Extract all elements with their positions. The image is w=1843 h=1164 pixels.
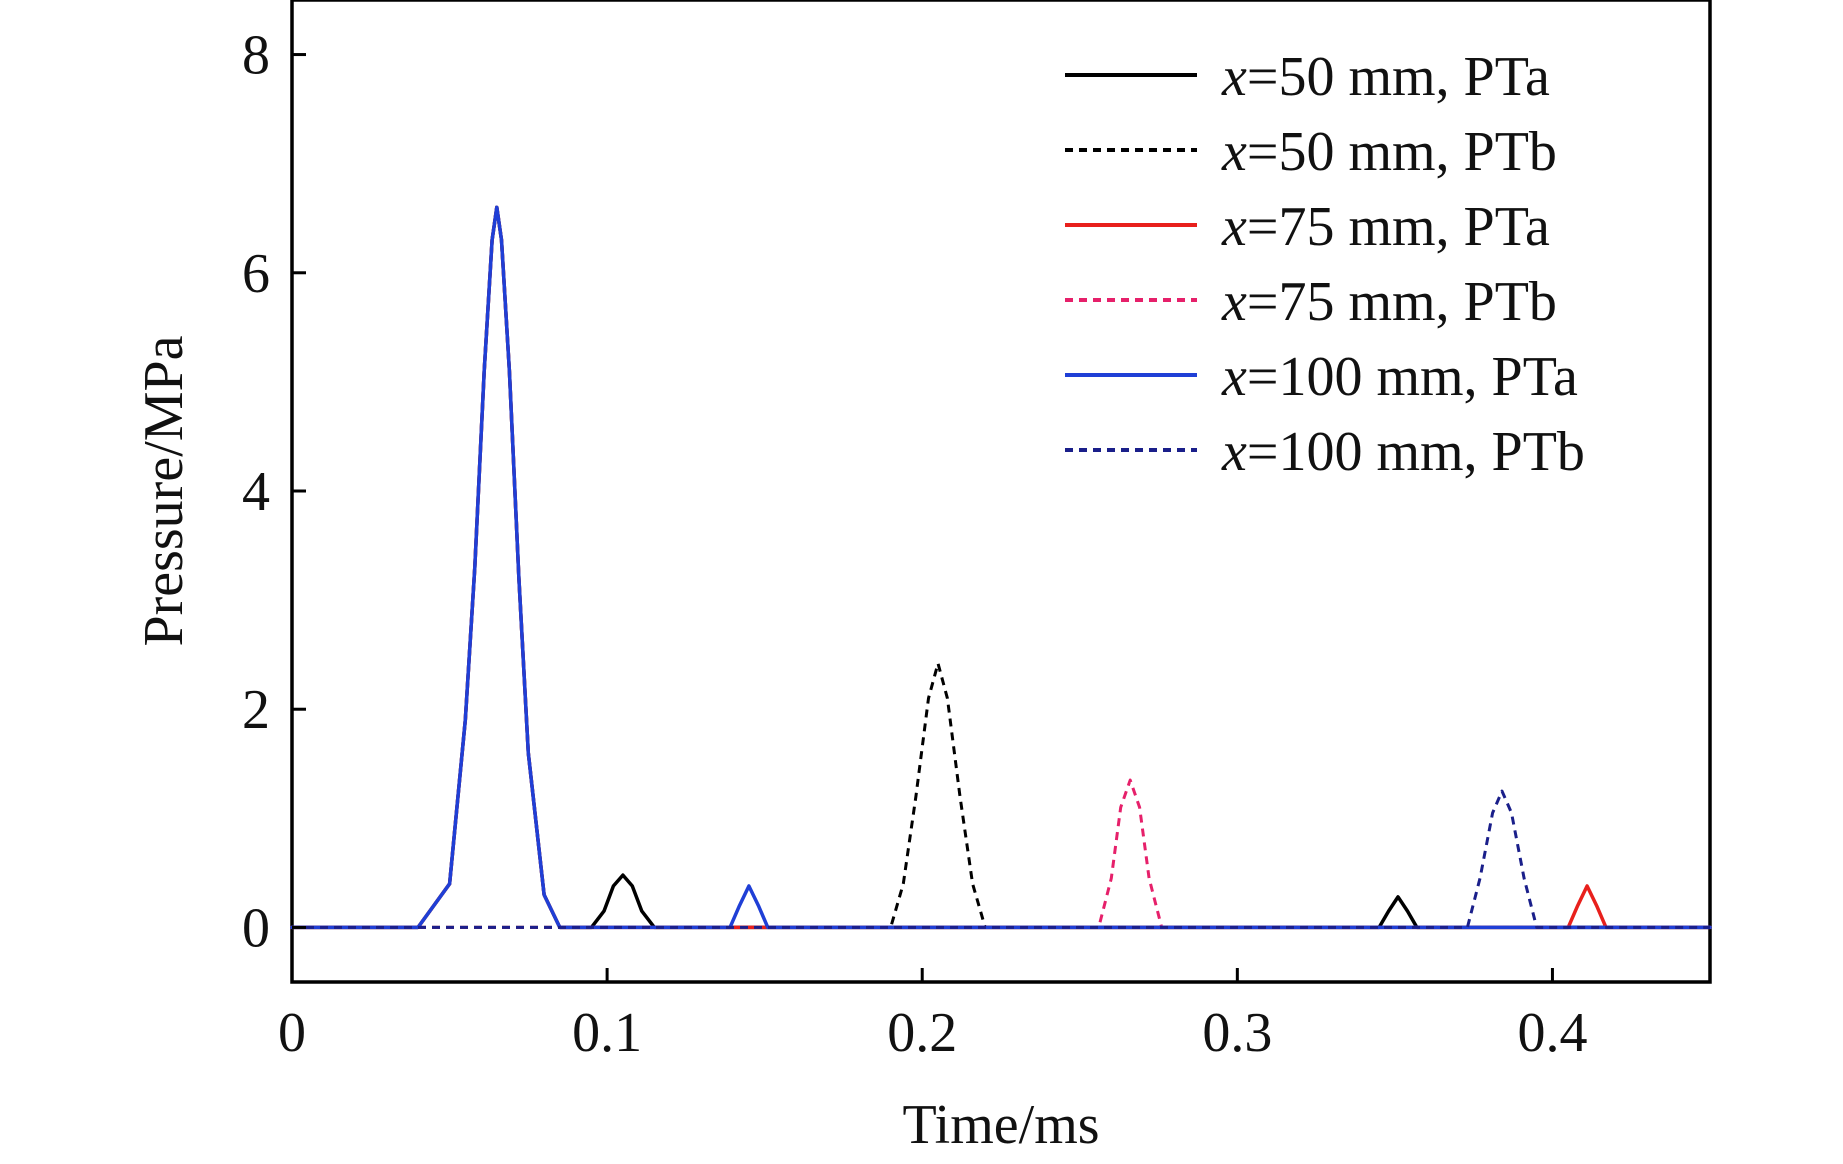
series-line-5 bbox=[290, 205, 1712, 930]
x-axis-label: Time/ms bbox=[902, 1094, 1099, 1156]
y-tick-label: 2 bbox=[242, 679, 270, 741]
legend-label-6: x=100 mm, PTb bbox=[1221, 421, 1585, 483]
x-tick-label: 0 bbox=[278, 1002, 306, 1064]
y-tick-label: 6 bbox=[242, 243, 270, 305]
legend-label-2: x=50 mm, PTb bbox=[1221, 121, 1557, 183]
y-axis-label: Pressure/MPa bbox=[133, 335, 195, 646]
x-tick-label: 0.2 bbox=[887, 1002, 957, 1064]
series-layer bbox=[290, 205, 1712, 930]
legend: x=50 mm, PTa x=50 mm, PTb x=75 mm, PTa x=75… bbox=[1065, 46, 1585, 483]
series-line-4 bbox=[292, 778, 1710, 929]
series-line-6 bbox=[292, 789, 1710, 929]
legend-label-5: x=100 mm, PTa bbox=[1221, 346, 1578, 408]
y-tick-label: 4 bbox=[242, 461, 270, 523]
x-tick-label: 0.3 bbox=[1202, 1002, 1272, 1064]
y-tick-label: 8 bbox=[242, 25, 270, 87]
x-tick-label: 0.4 bbox=[1517, 1002, 1587, 1064]
legend-label-3: x=75 mm, PTa bbox=[1221, 196, 1550, 258]
legend-label-4: x=75 mm, PTb bbox=[1221, 271, 1557, 333]
series-line-2 bbox=[292, 661, 1710, 929]
legend-label-1: x=50 mm, PTa bbox=[1221, 46, 1550, 108]
ticks-layer: 0 0.1 0.2 0.3 0.4 0 2 4 6 8 bbox=[242, 25, 1587, 1064]
y-tick-label: 0 bbox=[242, 897, 270, 959]
x-tick-label: 0.1 bbox=[572, 1002, 642, 1064]
